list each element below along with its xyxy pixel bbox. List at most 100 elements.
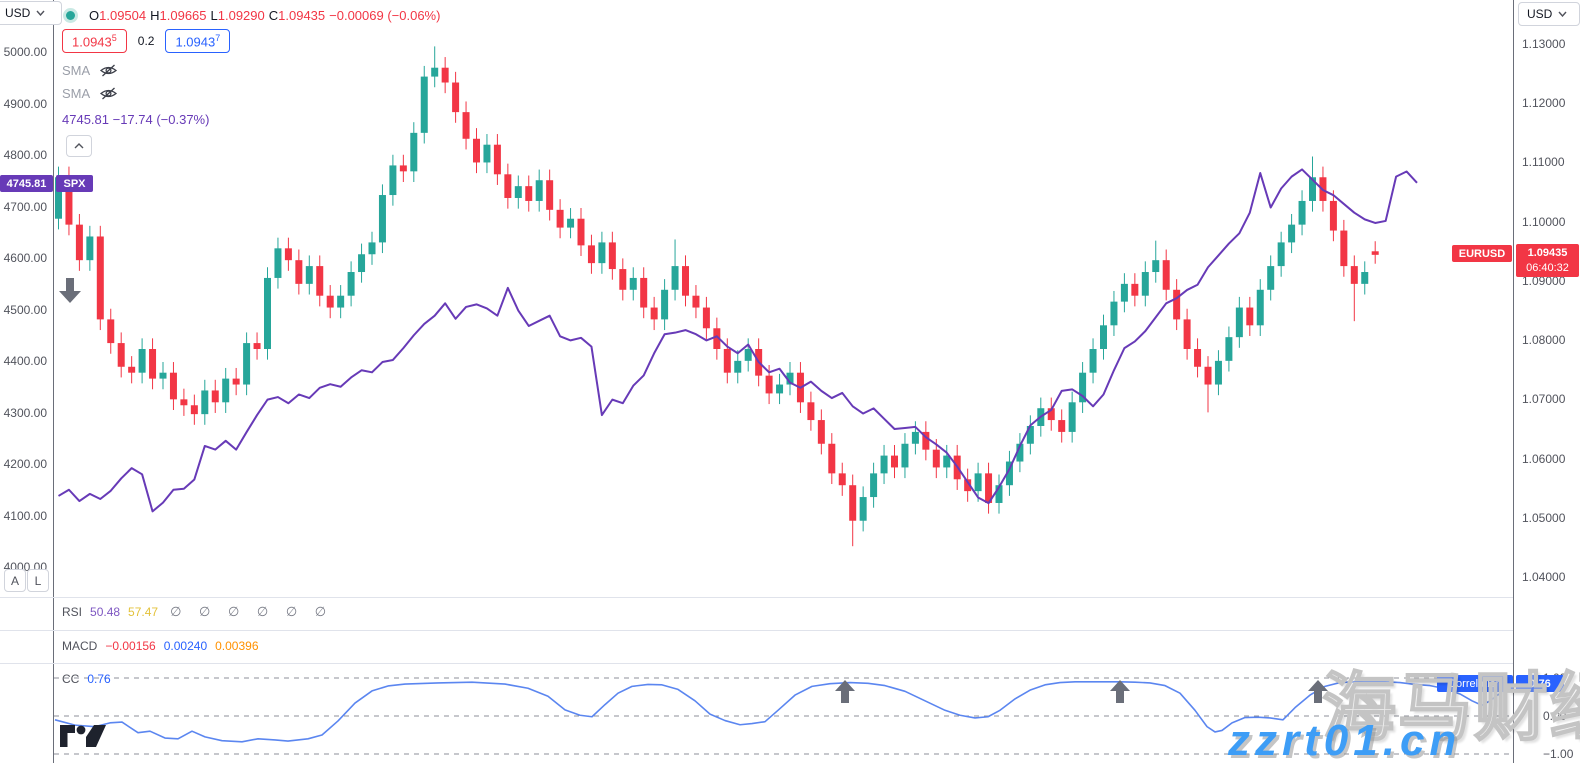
candle-body: [1141, 272, 1149, 296]
candle-body: [817, 420, 825, 444]
legend-collapse-button[interactable]: [66, 135, 92, 157]
log-scale-button[interactable]: L: [27, 569, 49, 592]
pane-separator-rsi[interactable]: [0, 597, 1513, 598]
candle-body: [462, 112, 470, 139]
right-axis-tick: 1.12000: [1522, 96, 1566, 111]
right-axis-tick: 1.06000: [1522, 451, 1566, 466]
sell-button[interactable]: 1.09435: [62, 28, 127, 54]
rsi-hidden-values: ∅ ∅ ∅ ∅ ∅ ∅: [170, 604, 334, 619]
chevron-down-icon: [1558, 11, 1567, 17]
macd-signal-value: 0.00396: [215, 639, 259, 653]
spx-legend-values: 4745.81 −17.74 (−0.37%): [62, 111, 210, 127]
cc-label: CC: [62, 672, 80, 686]
candle-body: [1068, 402, 1076, 432]
down-arrow-marker-icon: [59, 278, 81, 303]
candle-body: [274, 248, 282, 278]
candle-body: [535, 180, 543, 201]
tradingview-logo-icon[interactable]: [60, 725, 108, 749]
candle-body: [1288, 224, 1296, 243]
legend: O1.09504 H1.09665 L1.09290 C1.09435 −0.0…: [62, 4, 440, 157]
sma1-label: SMA: [62, 63, 91, 78]
candle-body: [838, 473, 846, 486]
pane-separator-cc[interactable]: [0, 663, 1513, 664]
candle-body: [640, 277, 648, 308]
sma2-legend-row[interactable]: SMA: [62, 82, 440, 105]
rsi-value: 50.48: [90, 605, 121, 619]
macd-legend-row[interactable]: MACD −0.00156 0.00240 0.00396: [62, 639, 259, 653]
candle-body: [1267, 266, 1275, 290]
eye-off-icon[interactable]: [99, 63, 118, 78]
sma1-legend-row[interactable]: SMA: [62, 59, 440, 82]
spx-legend-row[interactable]: 4745.81 −17.74 (−0.37%): [62, 108, 440, 130]
candle-body: [337, 295, 345, 308]
candle-body: [358, 254, 366, 273]
rsi-ma-value: 57.47: [128, 605, 159, 619]
candle-body: [765, 375, 773, 394]
spx-axis-value-badge: 4745.81: [0, 175, 53, 192]
candle-body: [702, 307, 710, 329]
candle-body: [128, 366, 136, 373]
correlation-name-chip: Correlation: [1437, 675, 1513, 692]
correlation-value-badge: 0.76: [1516, 675, 1564, 692]
watermark-cn-text: 海马财经: [1321, 665, 1580, 750]
candle-body: [222, 378, 230, 403]
candle-body: [650, 307, 658, 320]
candle-body: [911, 431, 919, 444]
candle-body: [1026, 425, 1034, 444]
candle-body: [483, 144, 491, 163]
candle-body: [347, 272, 355, 296]
candle-body: [723, 349, 731, 373]
cc-legend-row[interactable]: CC 0.76: [62, 672, 111, 686]
candle-body: [1100, 325, 1107, 350]
right-axis-tick: 1.13000: [1522, 37, 1566, 52]
buy-button[interactable]: 1.09437: [165, 28, 231, 54]
candle-body: [96, 236, 104, 320]
candle-body: [891, 455, 898, 468]
candle-body: [1058, 420, 1066, 432]
candle-body: [1194, 349, 1202, 367]
bid-ask-row: 1.09435 0.2 1.09437: [62, 28, 440, 54]
candle-body: [567, 218, 575, 228]
candle-body: [1371, 251, 1379, 255]
candle-body: [985, 473, 993, 503]
candle-body: [964, 479, 972, 492]
candle-body: [410, 132, 418, 172]
candle-body: [201, 390, 209, 415]
candle-body: [107, 319, 115, 344]
candle-body: [546, 180, 554, 210]
candle-body: [284, 248, 292, 261]
auto-scale-button[interactable]: A: [4, 569, 26, 592]
candle-body: [1120, 283, 1128, 302]
candle-body: [587, 245, 595, 264]
chevron-up-icon: [74, 143, 84, 149]
candle-body: [65, 177, 73, 225]
right-currency-label: USD: [1527, 7, 1553, 21]
ohlc-low: L1.09290: [210, 7, 265, 23]
candle-body: [86, 236, 94, 261]
candle-body: [493, 144, 501, 175]
candle-body: [420, 76, 428, 133]
candle-body: [1309, 177, 1316, 201]
left-axis-tick: 4300.00: [3, 405, 47, 420]
ohlc-open: O1.09504: [89, 7, 147, 23]
candle-body: [473, 138, 480, 163]
candle-body: [253, 343, 261, 350]
left-axis-border: [53, 0, 54, 763]
right-axis-currency-dropdown[interactable]: USD: [1518, 2, 1580, 26]
candle-body: [1246, 307, 1254, 326]
candle-body: [1214, 360, 1222, 385]
spx-symbol-chip[interactable]: SPX: [56, 175, 93, 192]
candle-body: [368, 242, 376, 255]
left-axis-currency-dropdown[interactable]: USD: [0, 1, 62, 25]
candle-body: [305, 266, 313, 284]
candle-body: [1131, 283, 1139, 296]
candle-body: [55, 177, 62, 219]
cc-value: 0.76: [87, 672, 111, 686]
rsi-legend-row[interactable]: RSI 50.48 57.47 ∅ ∅ ∅ ∅ ∅ ∅: [62, 604, 333, 620]
ohlc-row[interactable]: O1.09504 H1.09665 L1.09290 C1.09435 −0.0…: [62, 4, 440, 26]
candle-body: [1047, 408, 1055, 421]
eye-off-icon[interactable]: [99, 86, 118, 101]
left-axis-tick: 4400.00: [3, 354, 47, 368]
pane-separator-macd[interactable]: [0, 630, 1513, 631]
